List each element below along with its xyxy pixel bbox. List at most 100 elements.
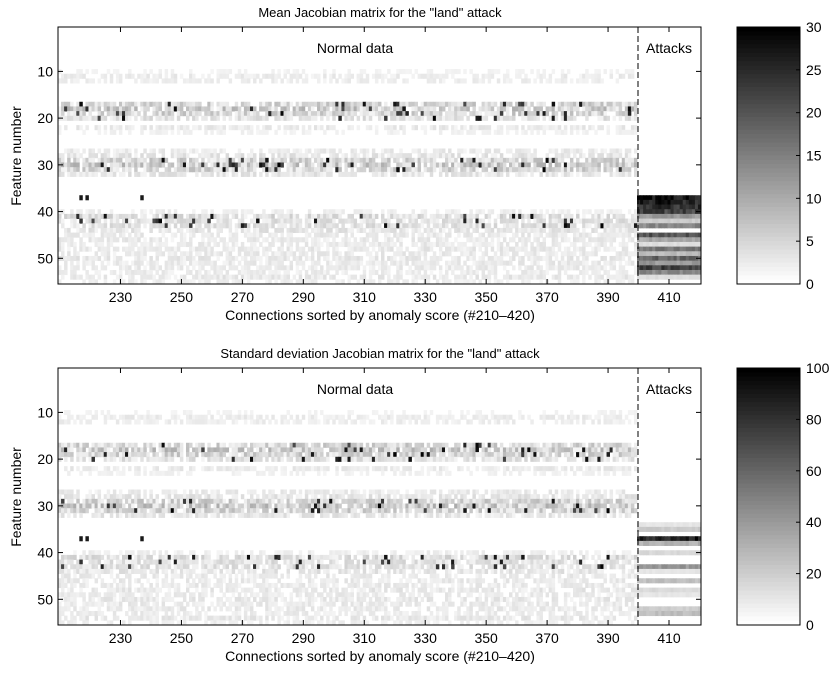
heatmap-cell	[295, 78, 300, 84]
heatmap-cell	[521, 125, 525, 131]
heatmap-cell	[179, 442, 184, 448]
heatmap-cell	[658, 218, 662, 224]
heatmap-cell	[67, 246, 71, 252]
heatmap-cell	[228, 106, 233, 112]
heatmap-cell	[192, 157, 196, 163]
heatmap-cell	[262, 223, 266, 229]
heatmap-cell	[353, 260, 358, 266]
heatmap-cell	[646, 218, 650, 224]
heatmap-cell	[621, 237, 626, 243]
heatmap-cell	[527, 148, 531, 154]
heatmap-cell	[536, 232, 540, 238]
heatmap-cell	[320, 265, 324, 271]
heatmap-cell	[387, 269, 391, 276]
heatmap-cell	[457, 232, 461, 238]
heatmap-cell	[640, 241, 644, 248]
heatmap-cell	[359, 209, 364, 215]
heatmap-cell	[408, 255, 412, 262]
heatmap-cell	[155, 218, 159, 224]
heatmap-cell	[591, 265, 595, 271]
heatmap-cell	[545, 125, 550, 131]
heatmap-cell	[182, 218, 187, 224]
heatmap-cell	[441, 227, 446, 233]
heatmap-cell	[451, 111, 455, 117]
heatmap-cell	[591, 237, 595, 243]
heatmap-cell	[472, 260, 476, 266]
heatmap-cell	[307, 274, 312, 280]
heatmap-cell	[460, 213, 464, 219]
heatmap-cell	[481, 209, 486, 215]
heatmap-cell	[624, 153, 629, 159]
heatmap-cell	[280, 223, 284, 229]
heatmap-cell	[240, 111, 245, 117]
heatmap-cell	[515, 251, 519, 257]
heatmap-cell	[146, 410, 150, 416]
heatmap-cell	[265, 237, 269, 243]
heatmap-cell	[216, 162, 220, 168]
heatmap-cell	[609, 69, 614, 75]
heatmap-cell	[423, 125, 428, 131]
heatmap-cell	[192, 265, 196, 271]
heatmap-cell	[493, 171, 498, 177]
heatmap-cell	[259, 78, 263, 84]
heatmap-cell	[691, 213, 696, 219]
heatmap-cell	[94, 410, 99, 416]
heatmap-cell	[85, 162, 89, 168]
heatmap-cell	[396, 223, 400, 229]
heatmap-cell	[384, 171, 388, 177]
heatmap-cell	[505, 218, 510, 224]
heatmap-cell	[274, 148, 278, 154]
heatmap-cell	[524, 78, 528, 84]
heatmap-cell	[243, 223, 248, 229]
heatmap-cell	[310, 246, 315, 252]
heatmap-cell	[597, 232, 601, 238]
heatmap-cell	[438, 106, 443, 112]
heatmap-cell	[536, 115, 540, 121]
heatmap-cell	[429, 265, 434, 271]
heatmap-cell	[512, 111, 516, 117]
heatmap-cell	[189, 414, 193, 420]
heatmap-cell	[143, 265, 147, 271]
heatmap-cell	[283, 213, 287, 219]
heatmap-cell	[97, 274, 102, 280]
heatmap-cell	[338, 260, 342, 266]
heatmap-cell	[600, 157, 604, 163]
heatmap-cell	[173, 419, 178, 425]
heatmap-cell	[368, 255, 373, 262]
heatmap-cell	[307, 279, 312, 285]
heatmap-cell	[502, 157, 507, 163]
heatmap-cell	[88, 148, 92, 154]
heatmap-cell	[82, 223, 86, 229]
heatmap-cell	[594, 251, 598, 257]
heatmap-cell	[185, 227, 190, 233]
heatmap-cell	[682, 255, 687, 262]
heatmap-cell	[179, 218, 184, 224]
heatmap-cell	[198, 167, 202, 173]
heatmap-cell	[204, 255, 208, 262]
heatmap-cell	[259, 419, 263, 425]
heatmap-cell	[164, 223, 169, 229]
heatmap-cell	[323, 171, 327, 177]
heatmap-cell	[88, 227, 92, 233]
heatmap-cell	[685, 199, 690, 205]
heatmap-cell	[146, 218, 150, 224]
colorbar-segment	[737, 185, 800, 191]
heatmap-cell	[573, 162, 577, 168]
heatmap-cell	[548, 218, 553, 224]
heatmap-cell	[472, 106, 476, 112]
heatmap-cell	[259, 157, 263, 163]
heatmap-cell	[170, 101, 175, 107]
heatmap-cell	[484, 251, 489, 257]
heatmap-cell	[454, 237, 458, 243]
heatmap-cell	[125, 442, 129, 448]
heatmap-cell	[667, 265, 671, 271]
heatmap-cell	[420, 73, 425, 79]
heatmap-cell	[82, 442, 86, 448]
heatmap-cell	[493, 232, 498, 238]
heatmap-cell	[213, 167, 217, 173]
heatmap-cell	[310, 167, 315, 173]
heatmap-cell	[624, 218, 629, 224]
heatmap-cell	[637, 232, 641, 238]
heatmap-cell	[341, 241, 345, 248]
